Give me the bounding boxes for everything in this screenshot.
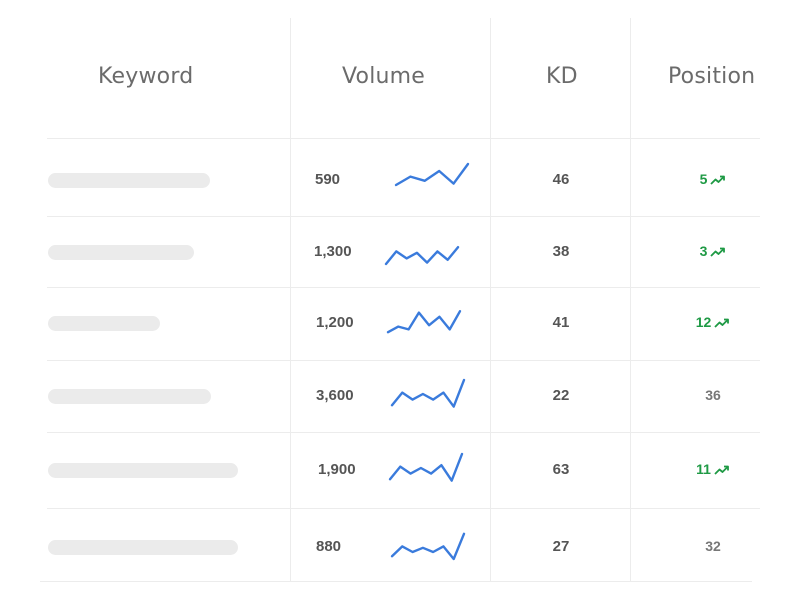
volume-trend-sparkline: [390, 378, 466, 408]
volume-trend-sparkline: [390, 532, 466, 561]
volume-value: 1,300: [314, 243, 352, 260]
kd-value: 27: [552, 538, 570, 555]
column-divider: [490, 18, 491, 581]
row-divider: [47, 287, 760, 288]
trending-up-icon: [714, 465, 729, 475]
volume-value: 1,900: [318, 461, 356, 478]
sparkline-path: [390, 532, 466, 561]
trending-up-icon: [710, 175, 726, 185]
column-divider: [630, 18, 631, 581]
position-value: 3: [699, 243, 708, 259]
position-cell: 3: [673, 243, 753, 259]
position-value: 11: [696, 461, 711, 477]
position-cell: 12: [673, 314, 753, 330]
volume-value: 1,200: [316, 314, 354, 331]
volume-value: 880: [316, 538, 342, 555]
volume-trend-sparkline: [388, 452, 464, 482]
position-value: 32: [705, 538, 721, 554]
table-row[interactable]: 880 27 32: [40, 507, 760, 579]
row-divider: [47, 138, 760, 139]
position-cell: 32: [673, 538, 753, 554]
volume-value: 3,600: [316, 387, 354, 404]
keyword-placeholder: [48, 316, 160, 331]
row-divider: [47, 432, 760, 433]
volume-trend-sparkline: [386, 309, 462, 334]
sparkline-path: [386, 309, 462, 334]
kd-value: 46: [552, 171, 570, 188]
row-divider: [47, 360, 760, 361]
keyword-placeholder: [48, 540, 238, 555]
table-row[interactable]: 1,900 63 11: [40, 430, 760, 502]
column-header-kd[interactable]: KD: [546, 64, 578, 89]
position-value: 12: [695, 314, 712, 330]
sparkline-path: [388, 452, 464, 482]
kd-value: 22: [552, 387, 570, 404]
volume-trend-sparkline: [394, 162, 470, 187]
table-row[interactable]: 590 46 5: [40, 140, 760, 212]
table-row[interactable]: 1,300 38 3: [40, 212, 760, 284]
position-value: 36: [705, 387, 721, 403]
volume-trend-sparkline: [384, 245, 460, 266]
sparkline-path: [384, 245, 460, 266]
volume-value: 590: [315, 171, 341, 188]
trending-up-icon: [714, 318, 730, 328]
sparkline-path: [390, 378, 466, 408]
row-divider: [47, 508, 760, 509]
position-cell: 36: [673, 387, 753, 403]
position-value: 5: [699, 171, 708, 187]
keyword-placeholder: [48, 173, 210, 188]
column-header-volume[interactable]: Volume: [342, 64, 426, 89]
trending-up-icon: [710, 247, 726, 257]
row-divider: [47, 216, 760, 217]
position-cell: 11: [673, 461, 753, 477]
table-row[interactable]: 3,600 22 36: [40, 356, 760, 428]
keyword-placeholder: [48, 389, 211, 404]
kd-value: 41: [552, 314, 570, 331]
kd-value: 38: [552, 243, 570, 260]
position-cell: 5: [673, 171, 753, 187]
column-header-keyword[interactable]: Keyword: [98, 64, 194, 89]
kd-value: 63: [552, 461, 570, 478]
row-divider: [40, 581, 752, 582]
table-row[interactable]: 1,200 41 12: [40, 283, 760, 355]
keyword-placeholder: [48, 245, 194, 260]
keyword-placeholder: [48, 463, 238, 478]
column-divider: [290, 18, 291, 581]
column-header-position[interactable]: Position: [668, 64, 756, 89]
sparkline-path: [394, 162, 470, 187]
